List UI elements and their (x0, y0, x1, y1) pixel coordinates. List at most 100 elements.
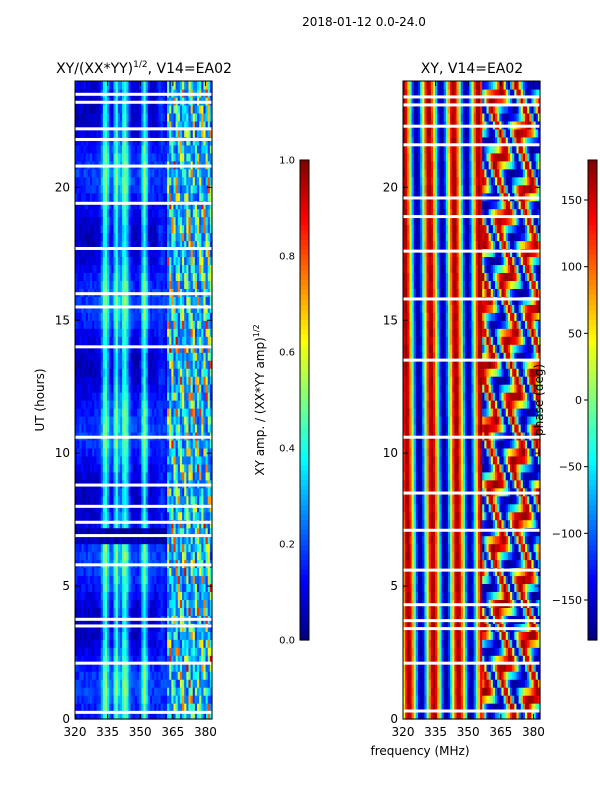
heatmap-cell (190, 567, 194, 577)
heatmap-cell (79, 368, 83, 377)
heatmap-cell (98, 296, 102, 305)
heatmap-cell (156, 655, 160, 664)
heatmap-cell (94, 112, 98, 122)
heatmap-cell (207, 392, 211, 401)
heatmap-cell (158, 224, 162, 234)
heatmap-cell (119, 392, 123, 401)
heatmap-cell (122, 192, 125, 202)
heatmap-cell (145, 447, 149, 457)
heatmap-cell (145, 152, 149, 162)
heatmap-cell (199, 455, 202, 465)
heatmap-cell (203, 168, 207, 178)
heatmap-cell (79, 112, 83, 122)
heatmap-cell (102, 703, 106, 712)
heatmap-cell (92, 583, 95, 592)
heatmap-cell (139, 120, 142, 130)
heatmap-cell (145, 144, 149, 154)
heatmap-cell (79, 400, 83, 409)
heatmap-cell (96, 272, 100, 281)
heatmap-cell (207, 344, 211, 353)
heatmap-cell (96, 407, 100, 417)
heatmap-cell (156, 216, 160, 226)
heatmap-cell (83, 216, 87, 226)
heatmap-cell (89, 583, 93, 592)
heatmap-cell (209, 591, 213, 600)
heatmap-cell (158, 200, 162, 210)
heatmap-cell (188, 655, 192, 664)
heatmap-cell (156, 567, 160, 577)
heatmap-cell (188, 120, 192, 130)
heatmap-cell (98, 567, 102, 577)
heatmap-cell (117, 280, 121, 289)
heatmap-cell (134, 679, 138, 688)
heatmap-cell (162, 463, 166, 473)
heatmap-cell (75, 519, 78, 529)
heatmap-cell (147, 527, 151, 537)
heatmap-cell (179, 639, 183, 648)
heatmap-cell (130, 368, 134, 377)
heatmap-cell (109, 711, 112, 720)
heatmap-cell (113, 439, 117, 449)
heatmap-cell (83, 631, 87, 640)
heatmap-cell (179, 184, 183, 194)
heatmap-cell (107, 567, 110, 577)
heatmap-cell (145, 687, 149, 696)
heatmap-cell (94, 264, 98, 273)
heatmap-cell (169, 655, 172, 664)
heatmap-cell (197, 152, 200, 162)
heatmap-cell (158, 144, 162, 154)
heatmap-cell (87, 495, 91, 505)
heatmap-cell (192, 272, 196, 281)
heatmap-cell (197, 519, 200, 529)
heatmap-cell (81, 599, 85, 608)
heatmap-cell (107, 527, 110, 537)
heatmap-cell (94, 487, 98, 497)
heatmap-cell (141, 487, 145, 497)
heatmap-cell (145, 471, 149, 481)
heatmap-cell (122, 352, 125, 361)
heatmap-cell (167, 152, 170, 162)
heatmap-cell (111, 463, 115, 473)
heatmap-cell (188, 352, 192, 361)
heatmap-cell (79, 224, 83, 234)
heatmap-cell (111, 352, 115, 361)
heatmap-cell (139, 695, 142, 704)
heatmap-cell (124, 575, 127, 585)
heatmap-cell (111, 543, 115, 553)
heatmap-cell (201, 232, 205, 242)
heatmap-cell (107, 104, 110, 114)
heatmap-cell (122, 136, 125, 146)
heatmap-cell (162, 671, 166, 680)
heatmap-cell (113, 567, 117, 577)
heatmap-cell (145, 216, 149, 226)
heatmap-cell (143, 368, 147, 377)
heatmap-cell (147, 415, 151, 425)
heatmap-cell (81, 296, 85, 305)
heatmap-cell (139, 336, 142, 345)
heatmap-cell (177, 200, 181, 210)
heatmap-cell (92, 631, 95, 640)
heatmap-cell (207, 439, 211, 449)
heatmap-cell (96, 280, 100, 289)
heatmap-cell (83, 136, 87, 146)
heatmap-cell (100, 224, 104, 234)
heatmap-cell (130, 128, 134, 138)
heatmap-cell (203, 256, 207, 266)
heatmap-cell (209, 176, 213, 186)
heatmap-cell (124, 679, 127, 688)
heatmap-cell (179, 535, 183, 545)
heatmap-cell (83, 248, 87, 258)
heatmap-cell (149, 280, 153, 289)
heatmap-cell (197, 208, 200, 218)
heatmap-cell (197, 400, 200, 409)
heatmap-cell (203, 671, 207, 680)
heatmap-cell (194, 623, 198, 632)
heatmap-cell (104, 280, 108, 289)
heatmap-cell (126, 168, 130, 178)
heatmap-cell (207, 248, 211, 258)
heatmap-cell (184, 272, 187, 281)
heatmap-cell (102, 352, 106, 361)
heatmap-cell (111, 631, 115, 640)
heatmap-cell (164, 687, 168, 696)
heatmap-cell (119, 344, 123, 353)
